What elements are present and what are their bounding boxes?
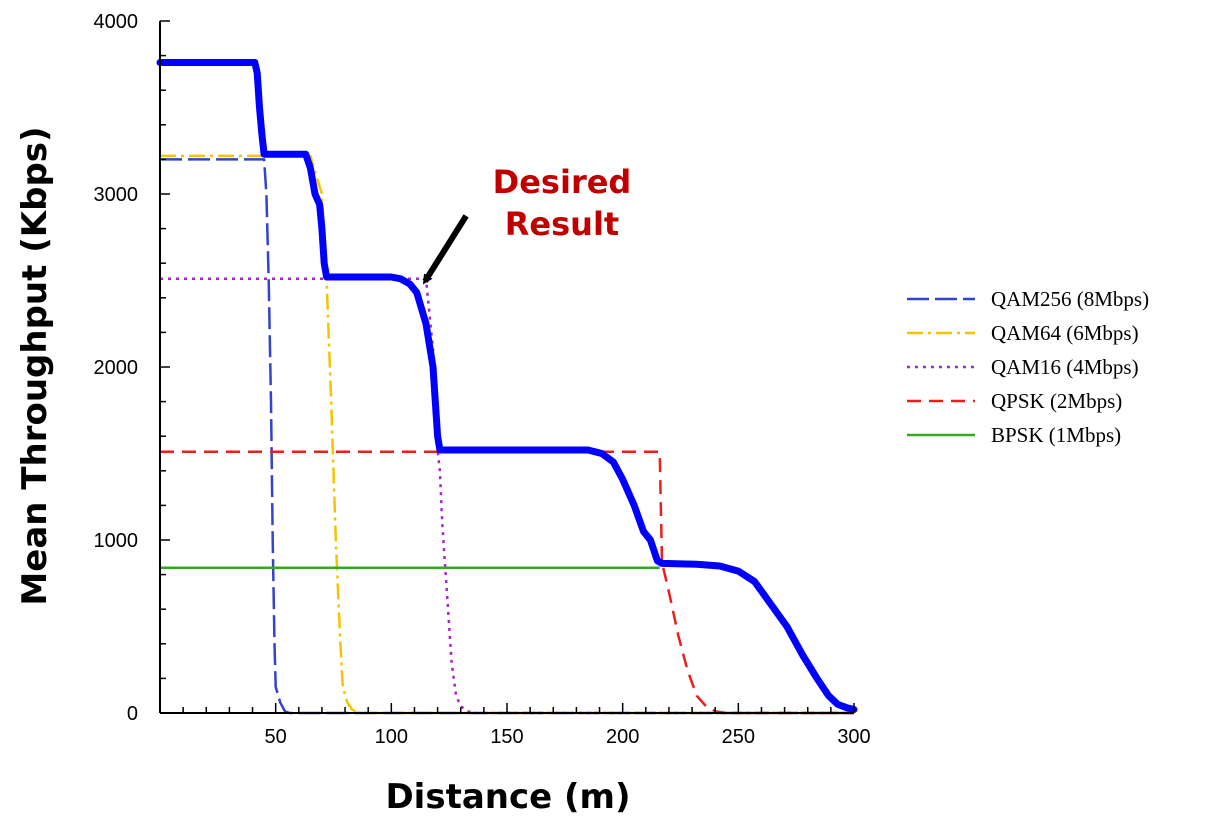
x-tick-label: 100 <box>375 726 408 748</box>
x-tick-label: 150 <box>490 726 523 748</box>
legend-label: QPSK (2Mbps) <box>991 389 1122 413</box>
y-axis-title: Mean Throughput (Kbps) <box>15 126 55 605</box>
legend-label: QAM16 (4Mbps) <box>991 355 1139 379</box>
legend-label: QAM256 (8Mbps) <box>991 287 1149 311</box>
y-tick-label: 1000 <box>94 530 139 552</box>
desired-result-line <box>156 59 858 713</box>
x-tick-label: 300 <box>837 726 870 748</box>
legend-label: QAM64 (6Mbps) <box>991 321 1139 345</box>
legend: QAM256 (8Mbps) QAM64 (6Mbps) QAM16 (4Mbps)… <box>907 287 1149 447</box>
series-line-3 <box>160 450 854 715</box>
annotation-text: Result <box>505 205 619 243</box>
annotation: Desired Result <box>422 163 632 285</box>
x-tick-label: 250 <box>722 726 755 748</box>
y-tick-label: 3000 <box>94 184 139 206</box>
x-axis-title: Distance (m) <box>385 777 630 817</box>
x-tick-label: 200 <box>606 726 639 748</box>
annotation-text: Desired <box>493 163 632 201</box>
y-tick-label: 4000 <box>94 11 139 33</box>
series-line-2 <box>160 277 854 715</box>
y-tick-label: 0 <box>127 703 138 725</box>
series-line-1 <box>160 154 854 715</box>
plot-area <box>156 59 858 715</box>
x-tick-label: 50 <box>265 726 287 748</box>
y-tick-label: 2000 <box>94 357 139 379</box>
annotation-arrow <box>422 214 469 285</box>
series-line-0 <box>160 158 854 715</box>
legend-label: BPSK (1Mbps) <box>991 423 1121 447</box>
